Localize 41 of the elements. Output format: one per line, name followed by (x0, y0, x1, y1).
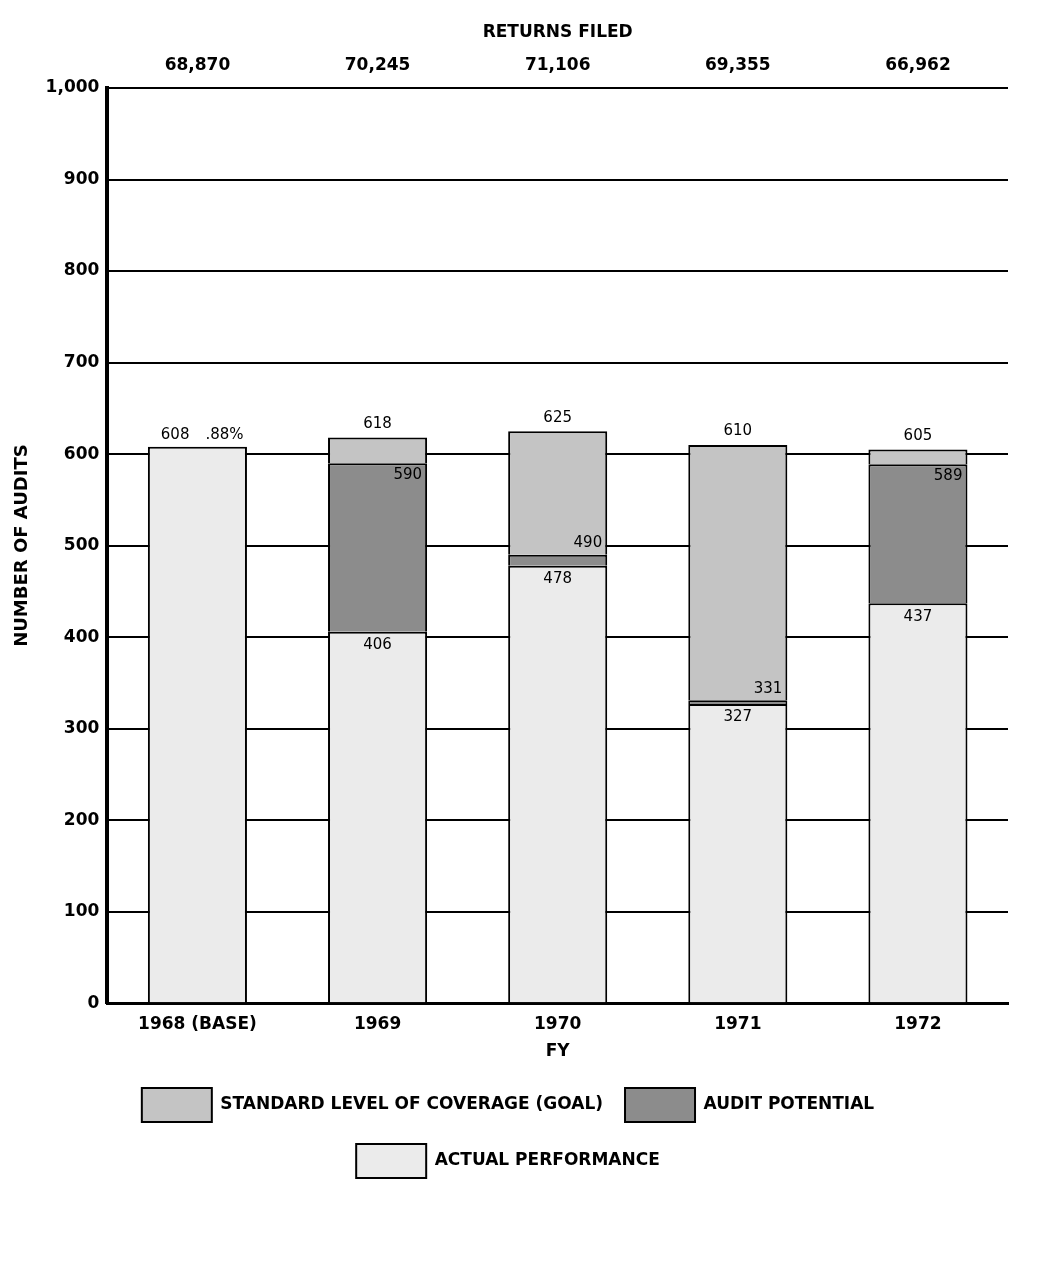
text: RETURNS FILED (482, 21, 633, 42)
y-tick-label: 700 (63, 350, 100, 371)
y-tick-label: 1,000 (45, 76, 100, 97)
annotation: 437 (903, 606, 933, 625)
legend-label: ACTUAL PERFORMANCE (434, 1149, 660, 1170)
x-tick-label: 1971 (714, 1012, 762, 1033)
annotation: 478 (543, 569, 573, 588)
y-tick-label: 400 (63, 625, 100, 646)
text: 68,870 (164, 54, 231, 75)
x-axis-title: FY (545, 1040, 571, 1061)
y-tick-label: 300 (63, 717, 100, 738)
x-tick-label: 1972 (894, 1012, 942, 1033)
annotation: 590 (393, 464, 423, 483)
annotation: 608 (160, 425, 190, 444)
annotation: 610 (723, 421, 753, 440)
text: 66,962 (885, 54, 951, 75)
y-tick-label: 0 (87, 991, 100, 1012)
annotation: 625 (543, 407, 573, 426)
annotation: 618 (363, 414, 392, 432)
annotation: 327 (723, 707, 753, 726)
annotation: 406 (363, 635, 392, 654)
y-tick-label: 200 (63, 808, 100, 829)
y-tick-label: 600 (63, 442, 100, 463)
y-tick-label: 900 (63, 167, 100, 188)
x-tick-label: 1969 (353, 1012, 402, 1033)
annotation: 605 (903, 425, 933, 444)
y-tick-label: 100 (63, 900, 100, 921)
legend-label: STANDARD LEVEL OF COVERAGE (GOAL) (220, 1093, 604, 1114)
annotation: 589 (933, 465, 963, 484)
text: 71,106 (524, 54, 591, 75)
annotation: 490 (573, 533, 603, 552)
legend-label: AUDIT POTENTIAL (703, 1093, 875, 1114)
x-tick-label: 1970 (534, 1012, 582, 1033)
y-tick-label: 500 (63, 534, 100, 555)
text: 70,245 (344, 54, 411, 75)
y-axis-title: NUMBER OF AUDITS (10, 444, 32, 647)
annotation: 331 (753, 678, 783, 697)
x-tick-label: 1968 (BASE) (138, 1012, 257, 1033)
text: 69,355 (705, 54, 771, 75)
y-tick-label: 800 (63, 259, 100, 280)
annotation: .88% (205, 425, 244, 444)
